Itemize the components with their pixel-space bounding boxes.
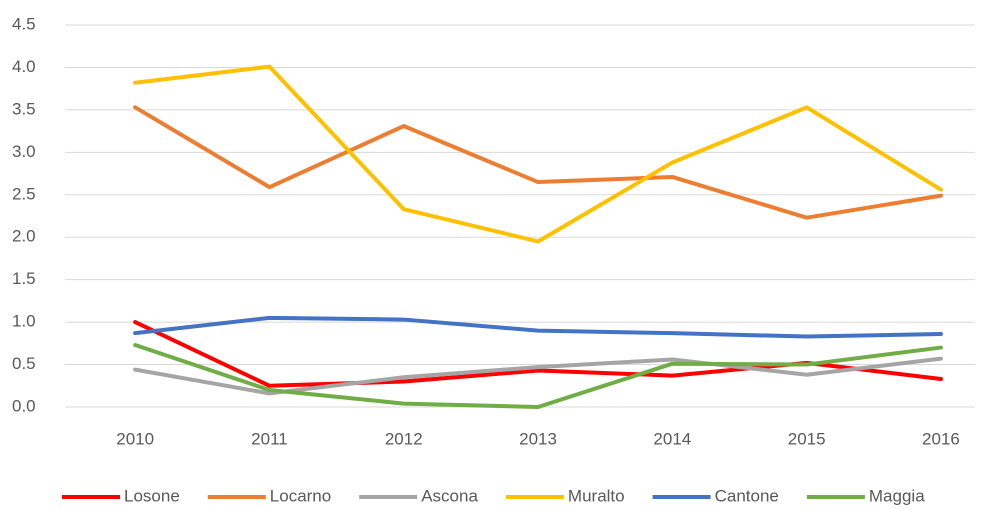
legend-label: Locarno bbox=[270, 486, 331, 505]
x-tick-label: 2016 bbox=[922, 429, 960, 448]
x-tick-label: 2011 bbox=[251, 429, 288, 448]
y-tick-label: 3.5 bbox=[12, 99, 36, 118]
y-tick-label: 2.5 bbox=[12, 184, 36, 203]
series-line bbox=[133, 356, 943, 396]
y-tick-label: 0.5 bbox=[12, 354, 36, 373]
series-line bbox=[133, 105, 943, 220]
series-line bbox=[133, 315, 943, 339]
legend-label: Muralto bbox=[568, 486, 625, 505]
y-tick-label: 4.0 bbox=[12, 57, 36, 76]
y-tick-label: 0.0 bbox=[12, 396, 36, 415]
y-tick-label: 3.0 bbox=[12, 142, 36, 161]
series-line bbox=[133, 64, 943, 244]
x-tick-label: 2015 bbox=[788, 429, 826, 448]
y-tick-label: 1.0 bbox=[12, 312, 36, 331]
legend-label: Losone bbox=[124, 486, 180, 505]
series-line bbox=[133, 343, 943, 409]
x-tick-label: 2010 bbox=[116, 429, 154, 448]
x-tick-label: 2012 bbox=[385, 429, 423, 448]
y-tick-label: 2.0 bbox=[12, 227, 36, 246]
x-tick-label: 2014 bbox=[653, 429, 691, 448]
y-tick-label: 4.5 bbox=[12, 14, 36, 33]
legend-label: Maggia bbox=[869, 486, 925, 505]
legend-label: Cantone bbox=[715, 486, 779, 505]
x-tick-label: 2013 bbox=[519, 429, 557, 448]
legend-label: Ascona bbox=[421, 486, 478, 505]
y-tick-label: 1.5 bbox=[12, 269, 36, 288]
